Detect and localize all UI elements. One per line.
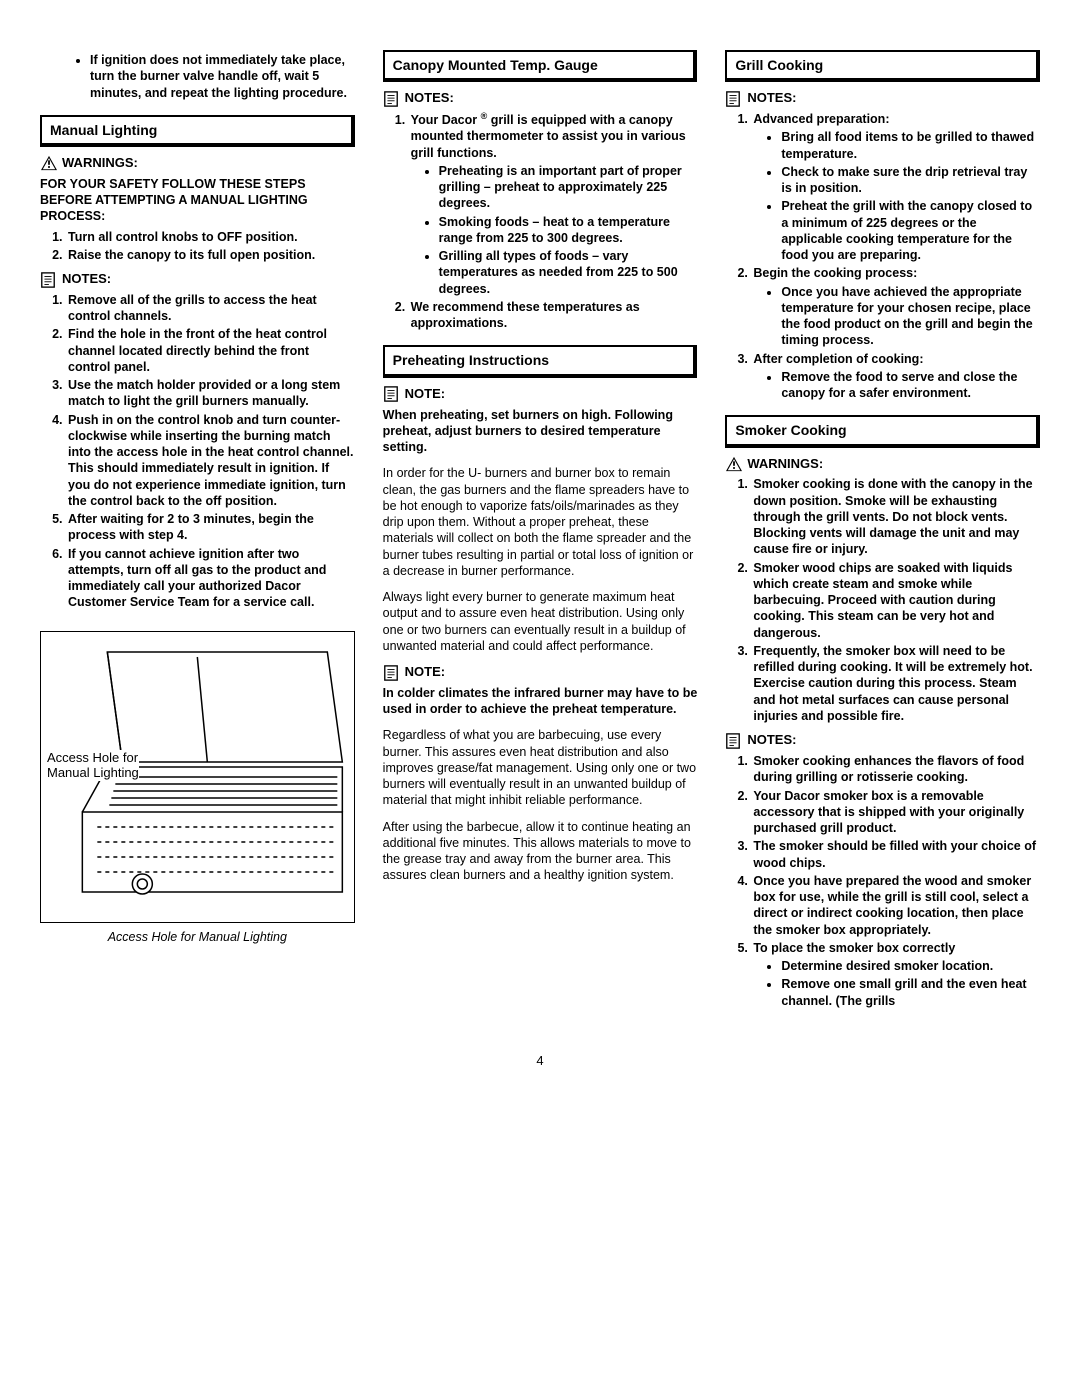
warning-icon xyxy=(725,456,743,472)
notes-row: NOTES: xyxy=(725,90,1040,107)
step-title: Advanced preparation: xyxy=(753,112,889,126)
page-number: 4 xyxy=(40,1053,1040,1070)
notes-label: NOTES: xyxy=(405,90,454,107)
notes-icon xyxy=(383,91,401,107)
notes-row: NOTES: xyxy=(383,90,698,107)
warnings-row: WARNINGS: xyxy=(40,155,355,172)
smoker-sub-bullets: Determine desired smoker location. Remov… xyxy=(753,958,1040,1009)
preheat-para-1: In order for the U- burners and burner b… xyxy=(383,465,698,579)
note-item: Once you have prepared the wood and smok… xyxy=(751,873,1040,938)
warnings-label: WARNINGS: xyxy=(62,155,138,172)
canopy-gauge-header: Canopy Mounted Temp. Gauge xyxy=(383,50,698,82)
step-title: After completion of cooking: xyxy=(753,352,923,366)
notes-row: NOTES: xyxy=(40,271,355,288)
sub-bullet: Check to make sure the drip retrieval tr… xyxy=(781,164,1040,197)
column-2: Canopy Mounted Temp. Gauge NOTES: Your D… xyxy=(383,50,698,1013)
note-label: NOTE: xyxy=(405,664,445,681)
notes-icon xyxy=(40,272,58,288)
sub-bullet: Smoking foods – heat to a temperature ra… xyxy=(439,214,698,247)
canopy-sub-bullets: Preheating is an important part of prope… xyxy=(411,163,698,297)
note-item: Use the match holder provided or a long … xyxy=(66,377,355,410)
note-item: If you cannot achieve ignition after two… xyxy=(66,546,355,611)
figure-inline-label: Access Hole for Manual Lighting xyxy=(47,750,139,781)
grill-figure: Access Hole for Manual Lighting xyxy=(40,631,355,923)
ignition-bullet-list: If ignition does not immediately take pl… xyxy=(40,52,355,101)
grill-step: Advanced preparation: Bring all food ite… xyxy=(751,111,1040,263)
preheat-para-2: Always light every burner to generate ma… xyxy=(383,589,698,654)
note-item: After waiting for 2 to 3 minutes, begin … xyxy=(66,511,355,544)
sub-bullet: Bring all food items to be grilled to th… xyxy=(781,129,1040,162)
warning-item: Smoker wood chips are soaked with liquid… xyxy=(751,560,1040,641)
figure-label-line2: Manual Lighting xyxy=(47,765,139,780)
step-bullets: Bring all food items to be grilled to th… xyxy=(753,129,1040,263)
grill-step: After completion of cooking: Remove the … xyxy=(751,351,1040,402)
sub-bullet: Preheat the grill with the canopy closed… xyxy=(781,198,1040,263)
ignition-bullet: If ignition does not immediately take pl… xyxy=(90,52,355,101)
note-item: Remove all of the grills to access the h… xyxy=(66,292,355,325)
preheat-para-4: After using the barbecue, allow it to co… xyxy=(383,819,698,884)
note-item: Smoker cooking enhances the flavors of f… xyxy=(751,753,1040,786)
grill-step: Begin the cooking process: Once you have… xyxy=(751,265,1040,348)
notes-icon xyxy=(383,665,401,681)
warning-icon xyxy=(40,155,58,171)
step-bullets: Once you have achieved the appropriate t… xyxy=(753,284,1040,349)
preheating-header: Preheating Instructions xyxy=(383,345,698,377)
preheat-para-3: Regardless of what you are barbecuing, u… xyxy=(383,727,698,808)
note-item: Find the hole in the front of the heat c… xyxy=(66,326,355,375)
canopy-note-2: We recommend these temperatures as appro… xyxy=(409,299,698,332)
warning-item: Smoker cooking is done with the canopy i… xyxy=(751,476,1040,557)
smoker-warnings: Smoker cooking is done with the canopy i… xyxy=(725,476,1040,724)
notes-label: NOTES: xyxy=(62,271,111,288)
note-item: Your Dacor smoker box is a removable acc… xyxy=(751,788,1040,837)
sub-bullet: Determine desired smoker location. xyxy=(781,958,1040,974)
note-text-pre: Your Dacor xyxy=(411,113,481,127)
figure-caption: Access Hole for Manual Lighting xyxy=(40,929,355,945)
column-1: If ignition does not immediately take pl… xyxy=(40,50,355,1013)
smoker-notes: Smoker cooking enhances the flavors of f… xyxy=(725,753,1040,1009)
manual-lighting-header: Manual Lighting xyxy=(40,115,355,147)
sub-bullet: Remove one small grill and the even heat… xyxy=(781,976,1040,1009)
notes-icon xyxy=(725,733,743,749)
note-item: The smoker should be filled with your ch… xyxy=(751,838,1040,871)
cold-climate-note: In colder climates the infrared burner m… xyxy=(383,685,698,718)
column-3: Grill Cooking NOTES: Advanced preparatio… xyxy=(725,50,1040,1013)
preheat-note: When preheating, set burners on high. Fo… xyxy=(383,407,698,456)
note-label: NOTE: xyxy=(405,386,445,403)
notes-icon xyxy=(725,91,743,107)
warning-item: Turn all control knobs to OFF position. xyxy=(66,229,355,245)
note-text: To place the smoker box correctly xyxy=(753,941,955,955)
manual-lighting-notes: Remove all of the grills to access the h… xyxy=(40,292,355,611)
notes-icon xyxy=(383,386,401,402)
warnings-intro: FOR YOUR SAFETY FOLLOW THESE STEPS BEFOR… xyxy=(40,176,355,225)
sub-bullet: Remove the food to serve and close the c… xyxy=(781,369,1040,402)
page-columns: If ignition does not immediately take pl… xyxy=(40,50,1040,1013)
figure-label-line1: Access Hole for xyxy=(47,750,138,765)
grill-cooking-list: Advanced preparation: Bring all food ite… xyxy=(725,111,1040,401)
warnings-label: WARNINGS: xyxy=(747,456,823,473)
canopy-notes: Your Dacor ® grill is equipped with a ca… xyxy=(383,111,698,331)
canopy-note-1: Your Dacor ® grill is equipped with a ca… xyxy=(409,111,698,297)
note-row: NOTE: xyxy=(383,664,698,681)
notes-row: NOTES: xyxy=(725,732,1040,749)
note-row: NOTE: xyxy=(383,386,698,403)
sub-bullet: Grilling all types of foods – vary tempe… xyxy=(439,248,698,297)
warning-item: Frequently, the smoker box will need to … xyxy=(751,643,1040,724)
warnings-row: WARNINGS: xyxy=(725,456,1040,473)
sub-bullet: Preheating is an important part of prope… xyxy=(439,163,698,212)
notes-label: NOTES: xyxy=(747,90,796,107)
note-item: To place the smoker box correctly Determ… xyxy=(751,940,1040,1009)
warning-item: Raise the canopy to its full open positi… xyxy=(66,247,355,263)
warnings-list: Turn all control knobs to OFF position. … xyxy=(40,229,355,264)
notes-label: NOTES: xyxy=(747,732,796,749)
note-item: Push in on the control knob and turn cou… xyxy=(66,412,355,510)
step-title: Begin the cooking process: xyxy=(753,266,917,280)
sub-bullet: Once you have achieved the appropriate t… xyxy=(781,284,1040,349)
smoker-cooking-header: Smoker Cooking xyxy=(725,415,1040,447)
step-bullets: Remove the food to serve and close the c… xyxy=(753,369,1040,402)
grill-cooking-header: Grill Cooking xyxy=(725,50,1040,82)
